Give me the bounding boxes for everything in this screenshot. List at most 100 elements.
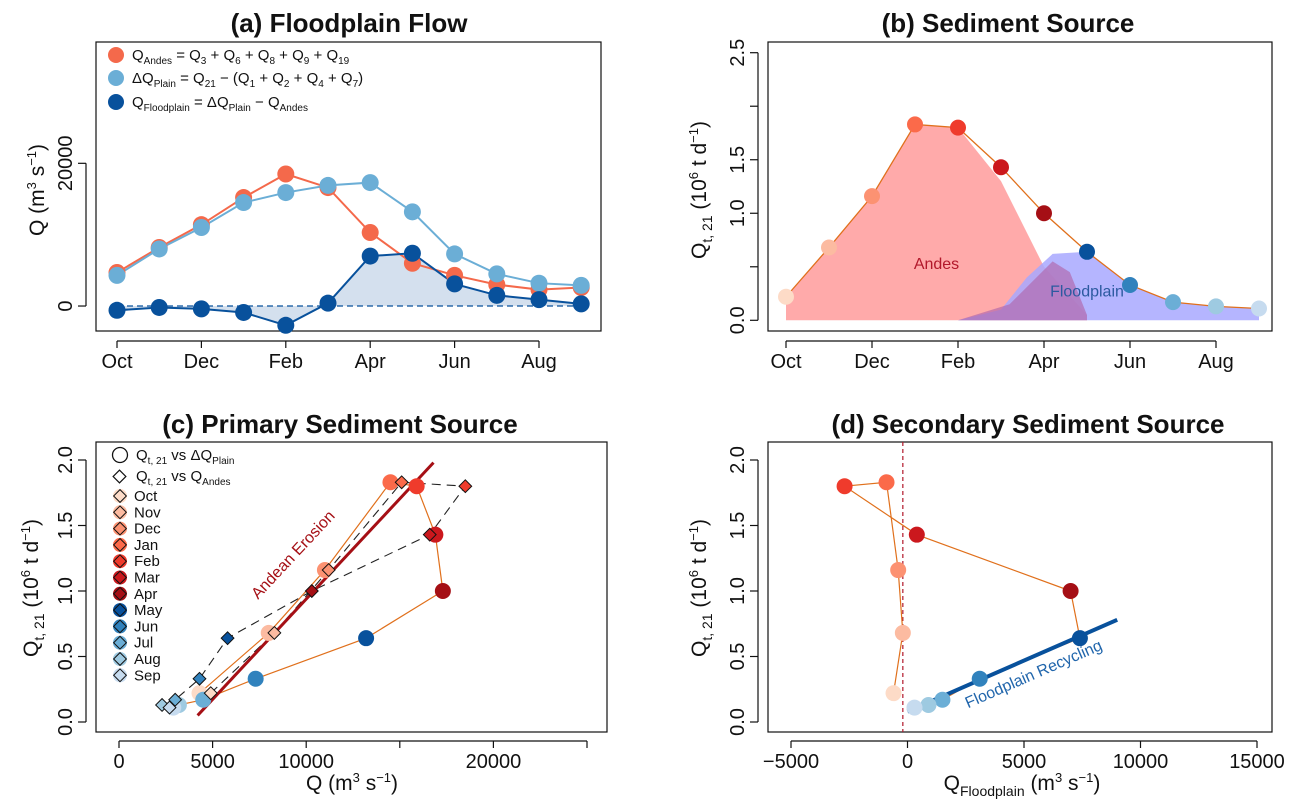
b-point-jul [1165, 294, 1181, 311]
month-legend-label-jul: Jul [134, 635, 153, 652]
series-point-1 [192, 219, 210, 237]
legend-andes-marker [108, 47, 124, 63]
d-point-feb [836, 478, 853, 495]
c-diamond-jul [168, 692, 183, 707]
a-xtick-label: Jun [438, 351, 470, 373]
series-point-1 [235, 194, 253, 212]
legend-plain-marker [108, 70, 124, 86]
a-ytick-label: 20000 [55, 135, 77, 191]
b-xtick-label: Jun [1114, 351, 1146, 373]
d-point-may [1071, 630, 1088, 647]
month-legend-diamond-feb [112, 554, 128, 569]
b-xtick-label: Aug [1198, 351, 1234, 373]
b-point-aug [1208, 298, 1224, 315]
d-ytick-label: 0.5 [727, 643, 749, 671]
c-circle-jun [247, 670, 264, 687]
series-point-2 [488, 286, 506, 304]
panel-a-plot: 0 20000 Oct Dec Feb Apr Jun Aug [55, 135, 590, 373]
legend-floodplain-label: QFloodplain = ΔQPlain − QAndes [132, 94, 308, 114]
series-point-2 [572, 295, 590, 313]
a-xtick-label: Oct [101, 351, 133, 373]
d-point-aug [920, 696, 937, 713]
series-point-1 [277, 184, 295, 202]
panel-b-title: (b) Sediment Source [882, 8, 1135, 38]
c-circle-jan [382, 474, 399, 491]
month-legend-diamond-oct [112, 488, 128, 504]
c-ytick-label: 2.0 [55, 446, 77, 474]
a-xtick-label: Feb [269, 351, 303, 373]
d-ytick-label: 1.5 [727, 512, 749, 540]
area-overlap [958, 261, 1087, 321]
month-legend-diamond-nov [112, 505, 128, 520]
panel-d-frame [767, 441, 1273, 733]
legend-plain-label: ΔQPlain = Q21 − (Q1 + Q2 + Q4 + Q7) [132, 70, 363, 90]
series-point-1 [319, 176, 337, 194]
c-diamond-jun [192, 671, 207, 686]
c-diamond-path [160, 481, 467, 709]
series-point-2 [192, 300, 210, 318]
legend-floodplain-marker [108, 94, 124, 110]
b-point-may [1079, 243, 1095, 260]
series-point-2 [403, 244, 421, 262]
panel-a: (a) Floodplain Flow 0 20000 Oct Dec Feb Apr Ju… [24, 8, 602, 373]
d-ytick-label: 0.0 [727, 708, 749, 736]
c-xtick-label: 0 [113, 751, 124, 773]
month-legend-diamond-aug [112, 651, 128, 667]
d-xtick-label: −5000 [763, 751, 819, 773]
b-ytick-label: 1.5 [727, 146, 749, 174]
month-legend-diamond-sep [112, 668, 128, 683]
month-legend-diamond-jun [112, 619, 128, 634]
panel-d-ylabel: Qt, 21 (106 t d−1) [686, 519, 715, 657]
c-diamond-oct [203, 686, 218, 701]
b-xtick-label: Feb [941, 351, 975, 373]
b-ytick-label: 1.0 [727, 199, 749, 227]
series-point-1 [150, 240, 168, 258]
panel-a-frame [95, 41, 602, 332]
c-circle-may [358, 630, 375, 647]
andean-fit-label: Andean Erosion [248, 508, 338, 603]
series-point-2 [277, 316, 295, 334]
c-circle-feb [408, 478, 425, 495]
panel-b-ylabel: Qt, 21 (106 t d−1) [686, 121, 715, 259]
d-ytick-label: 2.0 [727, 446, 749, 474]
b-point-apr [1036, 205, 1052, 222]
series-point-1 [403, 203, 421, 221]
legend-diamond-label: Qt, 21 vs QAndes [136, 468, 231, 488]
month-legend-label-aug: Aug [134, 651, 161, 668]
month-legend-diamond-mar [112, 570, 128, 585]
panel-c: (c) Primary Sediment Source 0.0 0.5 1.0 1.5… [18, 409, 608, 795]
d-point-jun [971, 670, 988, 687]
panel-c-ylabel: Qt, 21 (106 t d−1) [18, 519, 47, 657]
c-diamond-dec [321, 562, 336, 578]
c-xtick-label: 10000 [278, 751, 334, 773]
month-legend-diamond-dec [112, 521, 128, 536]
d-point-sep [906, 699, 923, 716]
d-point-oct [885, 685, 902, 702]
a-xtick-label: Aug [521, 351, 557, 373]
area-label-0: Andes [914, 256, 959, 273]
d-point-jul [934, 691, 951, 708]
d-point-nov [894, 624, 911, 641]
b-point-jun [1122, 276, 1138, 293]
c-diamond-jan [394, 475, 409, 490]
series-line-1 [116, 181, 582, 287]
a-xtick-label: Dec [184, 351, 220, 373]
b-point-nov [821, 239, 837, 256]
panel-d: (d) Secondary Sediment Source 0.0 0.5 1.0 1… [686, 409, 1285, 799]
c-diamond-mar [422, 527, 437, 542]
c-diamond-sep [162, 700, 177, 715]
panel-b: (b) Sediment Source 0.0 1.0 1.5 2.5 Oct Dec Fe… [686, 8, 1273, 373]
month-legend-label-oct: Oct [134, 488, 158, 505]
d-point-dec [890, 562, 907, 579]
panel-d-plot: 0.00.51.01.52.0−5000 0 5000 10000 15000Flood… [727, 442, 1285, 773]
panel-a-legend: QAndes = Q3 + Q6 + Q8 + Q9 + Q19 ΔQPlain… [108, 47, 363, 114]
b-point-dec [864, 188, 880, 205]
panel-a-ylabel: Q (m3 s−1) [24, 144, 49, 236]
b-xtick-label: Dec [854, 351, 890, 373]
month-legend-label-feb: Feb [134, 553, 160, 570]
month-legend-diamond-jul [112, 635, 128, 650]
month-legend-label-sep: Sep [134, 667, 161, 684]
c-circle-apr [434, 583, 451, 599]
series-point-2 [108, 301, 126, 319]
